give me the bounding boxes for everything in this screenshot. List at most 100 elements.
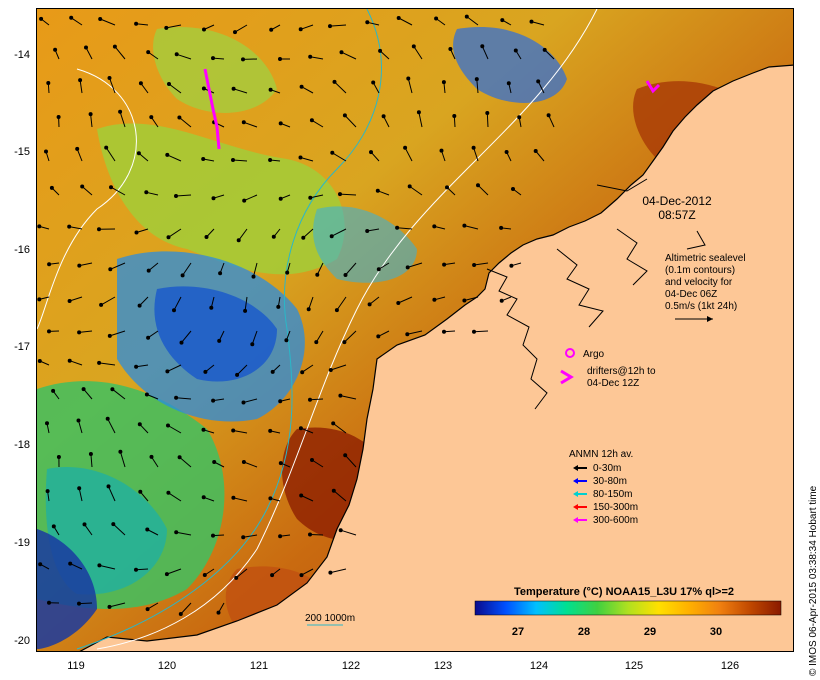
velocity-arrow-head (47, 600, 51, 605)
velocity-arrow-head (99, 302, 104, 307)
velocity-arrow-head (146, 268, 151, 273)
velocity-arrow-head (529, 19, 534, 24)
velocity-arrow (84, 524, 93, 536)
velocity-arrow-head (177, 455, 182, 460)
velocity-arrow-head (278, 121, 283, 126)
velocity-arrow-head (164, 25, 169, 30)
velocity-arrow-head (442, 262, 447, 267)
velocity-arrow-head (285, 270, 290, 275)
velocity-arrow-head (306, 307, 311, 312)
velocity-arrow (464, 225, 479, 230)
velocity-arrow-head (211, 196, 216, 201)
velocity-arrow-head (506, 81, 511, 86)
velocity-arrow-head (381, 114, 386, 119)
lon-label-120: 120 (157, 660, 177, 672)
velocity-arrow (99, 564, 116, 570)
velocity-arrow (333, 490, 347, 502)
velocity-arrow (253, 262, 258, 277)
velocity-arrow (181, 330, 192, 343)
velocity-arrow (179, 117, 192, 128)
velocity-arrow-head (134, 21, 139, 26)
velocity-arrow (167, 364, 182, 372)
velocity-arrow (477, 184, 489, 196)
velocity-arrow-head (241, 57, 245, 62)
colorbar-tick-29: 29 (644, 626, 656, 638)
velocity-arrow (107, 418, 116, 434)
velocity-arrow-head (299, 573, 304, 578)
velocity-arrow (166, 568, 182, 575)
velocity-arrow-head (67, 358, 72, 363)
velocity-arrow (79, 262, 93, 267)
velocity-arrow-head (97, 563, 102, 568)
velocity-arrow-head (211, 533, 215, 538)
velocity-arrow-head (97, 227, 101, 232)
velocity-arrow (531, 21, 545, 26)
velocity-arrow-head (441, 80, 446, 85)
velocity-arrow (233, 430, 248, 434)
velocity-arrow (83, 388, 93, 400)
velocity-arrow (310, 194, 324, 199)
lon-label-123: 123 (433, 660, 453, 672)
velocity-arrow (413, 46, 423, 60)
velocity-arrow-head (243, 308, 248, 313)
velocity-arrow-head (37, 359, 42, 363)
velocity-arrow (109, 330, 126, 337)
velocity-arrow-head (278, 534, 283, 539)
velocity-arrow-head (134, 567, 138, 572)
velocity-arrow (182, 262, 192, 276)
velocity-arrow (309, 398, 324, 401)
velocity-arrow-head (315, 272, 320, 277)
velocity-arrow-head (77, 486, 82, 491)
velocity-arrow (332, 152, 347, 162)
velocity-arrow-head (49, 185, 54, 190)
velocity-arrow-head (209, 305, 214, 310)
velocity-arrow (535, 150, 545, 162)
argo-legend: Argo (565, 348, 605, 360)
velocity-arrow-head (204, 235, 209, 239)
velocity-arrow (176, 53, 192, 60)
velocity-arrow-head (201, 427, 206, 432)
velocity-arrow (466, 16, 479, 26)
anmn-item: 300-600m (573, 515, 638, 526)
velocity-arrow (100, 296, 116, 306)
velocity-arrow-head (88, 452, 93, 456)
velocity-arrow (136, 228, 149, 233)
velocity-arrow (486, 112, 489, 128)
velocity-arrow (79, 330, 93, 333)
velocity-arrow-head (234, 575, 239, 580)
velocity-arrow (316, 262, 324, 275)
velocity-arrow (473, 330, 489, 333)
velocity-arrow (340, 529, 357, 536)
velocity-arrow (332, 422, 347, 434)
velocity-arrow-head (301, 235, 306, 240)
velocity-arrow (330, 364, 347, 371)
velocity-arrow-head (499, 298, 504, 303)
velocity-arrow-head (298, 426, 303, 431)
velocity-arrow (243, 121, 258, 128)
velocity-arrow-head (251, 274, 256, 279)
velocity-arrow-head (104, 145, 109, 150)
velocity-arrow-head (476, 183, 480, 188)
velocity-arrow (233, 497, 248, 502)
velocity-arrow (300, 24, 314, 30)
velocity-arrow-head (452, 114, 457, 118)
velocity-arrow-head (403, 145, 408, 150)
map-panel: 04-Dec-2012 08:57Z Altimetric sealevel (… (36, 8, 794, 652)
velocity-arrow-head (411, 44, 416, 49)
velocity-arrow-head (107, 76, 112, 80)
anmn-item: 150-300m (573, 502, 638, 513)
velocity-arrow (300, 157, 314, 162)
velocity-arrow (418, 112, 423, 128)
velocity-arrow-head (339, 50, 344, 55)
velocity-arrow (90, 114, 93, 128)
velocity-arrow-head (342, 113, 347, 118)
velocity-arrow-head (77, 330, 82, 335)
velocity-arrow (140, 83, 149, 94)
velocity-arrow-head (448, 47, 453, 51)
map-canvas: 04-Dec-2012 08:57Z Altimetric sealevel (… (37, 9, 793, 651)
velocity-arrow-head (202, 573, 207, 577)
velocity-arrow-head (137, 303, 142, 308)
velocity-arrow (166, 24, 182, 29)
velocity-arrow-head (118, 449, 123, 454)
velocity-arrow-head (499, 225, 504, 230)
